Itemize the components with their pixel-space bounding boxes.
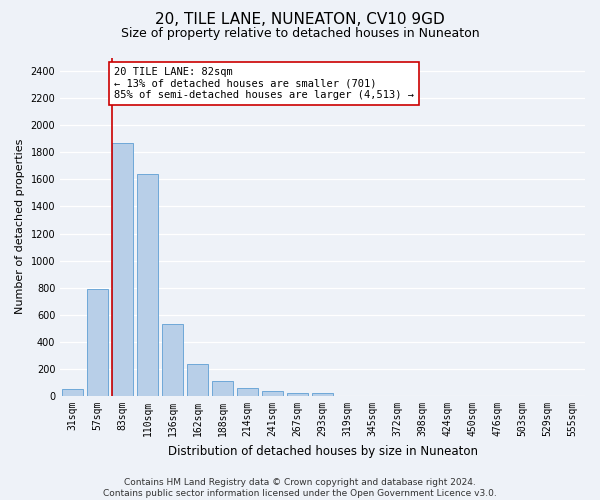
Bar — [262, 390, 283, 396]
Bar — [212, 381, 233, 396]
Bar — [112, 143, 133, 396]
Bar — [312, 394, 333, 396]
Bar — [62, 388, 83, 396]
Bar — [287, 392, 308, 396]
Y-axis label: Number of detached properties: Number of detached properties — [15, 139, 25, 314]
Text: Contains HM Land Registry data © Crown copyright and database right 2024.
Contai: Contains HM Land Registry data © Crown c… — [103, 478, 497, 498]
Bar — [162, 324, 183, 396]
Bar — [137, 174, 158, 396]
Bar — [187, 364, 208, 396]
Text: 20 TILE LANE: 82sqm
← 13% of detached houses are smaller (701)
85% of semi-detac: 20 TILE LANE: 82sqm ← 13% of detached ho… — [114, 67, 414, 100]
Text: Size of property relative to detached houses in Nuneaton: Size of property relative to detached ho… — [121, 28, 479, 40]
X-axis label: Distribution of detached houses by size in Nuneaton: Distribution of detached houses by size … — [167, 444, 478, 458]
Bar — [87, 289, 108, 396]
Bar — [237, 388, 258, 396]
Text: 20, TILE LANE, NUNEATON, CV10 9GD: 20, TILE LANE, NUNEATON, CV10 9GD — [155, 12, 445, 28]
